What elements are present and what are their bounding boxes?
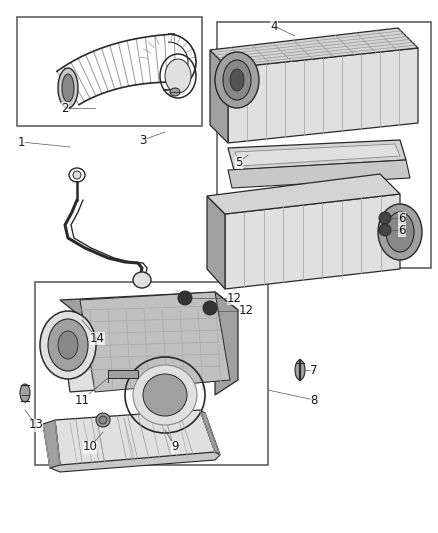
Ellipse shape — [203, 301, 217, 315]
Ellipse shape — [133, 365, 197, 425]
Polygon shape — [80, 292, 230, 392]
Text: 2: 2 — [61, 101, 69, 115]
Polygon shape — [225, 194, 400, 289]
Ellipse shape — [230, 69, 244, 91]
Polygon shape — [235, 144, 400, 166]
Ellipse shape — [378, 204, 422, 260]
Bar — [108, 370, 138, 378]
Ellipse shape — [165, 59, 191, 93]
Ellipse shape — [133, 272, 151, 288]
Bar — [17, 17, 202, 126]
Text: 12: 12 — [239, 304, 254, 318]
Ellipse shape — [386, 212, 414, 252]
Text: 7: 7 — [310, 364, 318, 376]
Polygon shape — [207, 196, 225, 289]
Ellipse shape — [58, 68, 78, 108]
Polygon shape — [60, 292, 238, 320]
Polygon shape — [228, 140, 406, 170]
Ellipse shape — [40, 311, 96, 379]
Ellipse shape — [223, 60, 251, 100]
Polygon shape — [43, 420, 60, 468]
Polygon shape — [207, 174, 400, 214]
Ellipse shape — [379, 224, 391, 236]
Polygon shape — [215, 292, 238, 395]
Text: 6: 6 — [398, 212, 406, 224]
Ellipse shape — [48, 319, 88, 371]
Ellipse shape — [73, 171, 81, 179]
Polygon shape — [228, 160, 410, 188]
Ellipse shape — [215, 52, 259, 108]
Text: 14: 14 — [89, 332, 105, 344]
Text: 1: 1 — [17, 135, 25, 149]
Ellipse shape — [62, 74, 74, 102]
Text: 13: 13 — [28, 418, 43, 432]
Polygon shape — [210, 50, 228, 143]
Polygon shape — [55, 410, 215, 465]
Text: 10: 10 — [82, 440, 97, 454]
Ellipse shape — [99, 416, 107, 424]
Ellipse shape — [178, 291, 192, 305]
Polygon shape — [200, 410, 220, 455]
Bar — [35, 282, 268, 465]
Ellipse shape — [96, 413, 110, 427]
Polygon shape — [43, 413, 220, 472]
Polygon shape — [60, 312, 230, 392]
Polygon shape — [210, 28, 418, 68]
Ellipse shape — [20, 384, 30, 402]
Ellipse shape — [58, 331, 78, 359]
Text: 5: 5 — [235, 156, 243, 168]
Text: 8: 8 — [310, 393, 318, 407]
Ellipse shape — [170, 88, 180, 96]
Text: 4: 4 — [270, 20, 278, 33]
Ellipse shape — [379, 212, 391, 224]
Text: 3: 3 — [139, 133, 147, 147]
Ellipse shape — [143, 374, 187, 416]
Text: 12: 12 — [226, 292, 241, 304]
Text: 6: 6 — [398, 223, 406, 237]
Text: 11: 11 — [74, 393, 89, 407]
Polygon shape — [228, 48, 418, 143]
Text: 9: 9 — [171, 440, 179, 454]
Ellipse shape — [295, 360, 305, 380]
Bar — [217, 22, 431, 268]
